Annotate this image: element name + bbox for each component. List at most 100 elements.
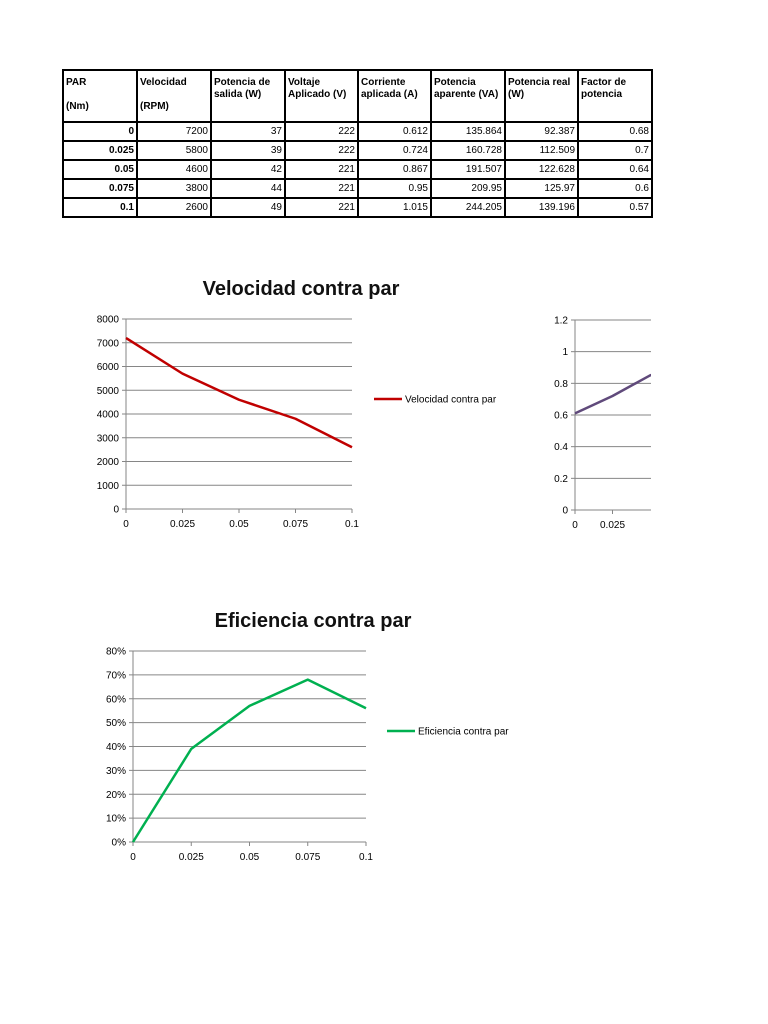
y-tick-label: 50% (106, 718, 126, 729)
chart-title: Eficiencia contra par (215, 610, 412, 632)
table-cell: 4600 (136, 159, 212, 180)
y-tick-label: 30% (106, 766, 126, 777)
table-cell: 139.196 (504, 197, 579, 218)
table-cell: 122.628 (504, 159, 579, 180)
table-cell: 0.6 (577, 178, 653, 199)
y-tick-label: 3000 (97, 433, 120, 444)
x-tick-label: 0 (130, 852, 136, 863)
table-cell: 0.68 (577, 121, 653, 142)
table-header-cell: Voltaje Aplicado (V) (284, 69, 359, 123)
y-tick-label: 2000 (97, 457, 120, 468)
table-row: 0.075 3800 44 221 0.95 209.95 125.97 0.6 (62, 178, 653, 199)
table-cell: 39 (210, 140, 286, 161)
table-cell: 5800 (136, 140, 212, 161)
y-tick-label: 1.2 (554, 316, 568, 327)
table-header-label: Voltaje Aplicado (V) (288, 77, 347, 100)
table-cell: 221 (284, 159, 359, 180)
table-cell: 37 (210, 121, 286, 142)
y-tick-label: 0.2 (554, 474, 568, 485)
y-tick-label: 80% (106, 647, 126, 658)
y-tick-label: 0.8 (554, 379, 568, 390)
table-header-cell: Velocidad (RPM) (136, 69, 212, 123)
table-header-label: Velocidad (RPM) (140, 77, 187, 112)
table-header-cell: Potencia aparente (VA) (430, 69, 506, 123)
table-row: 0.1 2600 49 221 1.015 244.205 139.196 0.57 (62, 197, 653, 218)
table-header-cell: PAR (Nm) (62, 69, 138, 123)
table-cell: 3800 (136, 178, 212, 199)
x-tick-label: 0.05 (229, 519, 249, 530)
y-tick-label: 10% (106, 814, 126, 825)
table-row: 0 7200 37 222 0.612 135.864 92.387 0.68 (62, 121, 653, 142)
table-header-label: Potencia real (W) (508, 77, 571, 100)
table-cell: 42 (210, 159, 286, 180)
table-cell: 222 (284, 121, 359, 142)
y-tick-label: 0 (113, 505, 119, 516)
table-cell-par: 0.075 (62, 178, 138, 199)
y-tick-label: 0.4 (554, 442, 568, 453)
table-cell: 160.728 (430, 140, 506, 161)
legend-label: Eficiencia contra par (418, 727, 509, 738)
x-tick-label: 0.075 (295, 852, 320, 863)
table-header-label: Corriente aplicada (A) (361, 77, 418, 100)
y-tick-label: 0 (562, 506, 568, 517)
y-tick-label: 60% (106, 694, 126, 705)
table-cell: 135.864 (430, 121, 506, 142)
table-cell: 0.7 (577, 140, 653, 161)
x-tick-label: 0.025 (179, 852, 204, 863)
table-cell: 112.509 (504, 140, 579, 161)
y-tick-label: 0% (112, 838, 127, 849)
table-cell: 0.57 (577, 197, 653, 218)
table-cell: 209.95 (430, 178, 506, 199)
table-cell: 191.507 (430, 159, 506, 180)
table-cell: 2600 (136, 197, 212, 218)
y-tick-label: 8000 (97, 315, 120, 326)
x-tick-label: 0.025 (170, 519, 195, 530)
table-cell: 222 (284, 140, 359, 161)
table-cell: 1.015 (357, 197, 432, 218)
table-cell: 92.387 (504, 121, 579, 142)
x-tick-label: 0.1 (359, 852, 373, 863)
x-tick-label: 0.075 (283, 519, 308, 530)
table-cell: 221 (284, 178, 359, 199)
table-header-row: PAR (Nm) Velocidad (RPM) Potencia de salid… (62, 69, 653, 123)
table-cell: 125.97 (504, 178, 579, 199)
y-tick-label: 40% (106, 742, 126, 753)
table-header-cell: Factor de potencia (577, 69, 653, 123)
table-cell: 44 (210, 178, 286, 199)
x-tick-label: 0 (572, 520, 578, 531)
table-header-cell: Corriente aplicada (A) (357, 69, 432, 123)
table-cell: 0.724 (357, 140, 432, 161)
table-row: 0.025 5800 39 222 0.724 160.728 112.509 0.7 (62, 140, 653, 161)
x-tick-label: 0 (123, 519, 129, 530)
y-tick-label: 7000 (97, 338, 120, 349)
table-row: 0.05 4600 42 221 0.867 191.507 122.628 0.64 (62, 159, 653, 180)
table-header-label: Factor de potencia (581, 77, 627, 100)
y-tick-label: 6000 (97, 362, 120, 373)
x-tick-label: 0.025 (600, 520, 625, 531)
y-tick-label: 20% (106, 790, 126, 801)
table-cell: 0.64 (577, 159, 653, 180)
table-header-cell: Potencia de salida (W) (210, 69, 286, 123)
table-header-label: PAR (Nm) (66, 77, 89, 112)
x-tick-label: 0.1 (345, 519, 359, 530)
table-cell: 221 (284, 197, 359, 218)
table-header-label: Potencia aparente (VA) (434, 77, 499, 100)
table-cell-par: 0.025 (62, 140, 138, 161)
table-cell: 0.612 (357, 121, 432, 142)
y-tick-label: 1 (562, 347, 568, 358)
y-tick-label: 4000 (97, 410, 120, 421)
y-tick-label: 1000 (97, 481, 120, 492)
y-tick-label: 70% (106, 670, 126, 681)
table-header-label: Potencia de salida (W) (214, 77, 271, 100)
chart-title: Velocidad contra par (203, 278, 400, 300)
y-tick-label: 5000 (97, 386, 120, 397)
legend-label: Velocidad contra par (405, 395, 497, 406)
table-cell: 244.205 (430, 197, 506, 218)
table-cell-par: 0.05 (62, 159, 138, 180)
data-table: PAR (Nm) Velocidad (RPM) Potencia de salid… (62, 69, 653, 218)
table-cell-par: 0 (62, 121, 138, 142)
table-cell: 49 (210, 197, 286, 218)
